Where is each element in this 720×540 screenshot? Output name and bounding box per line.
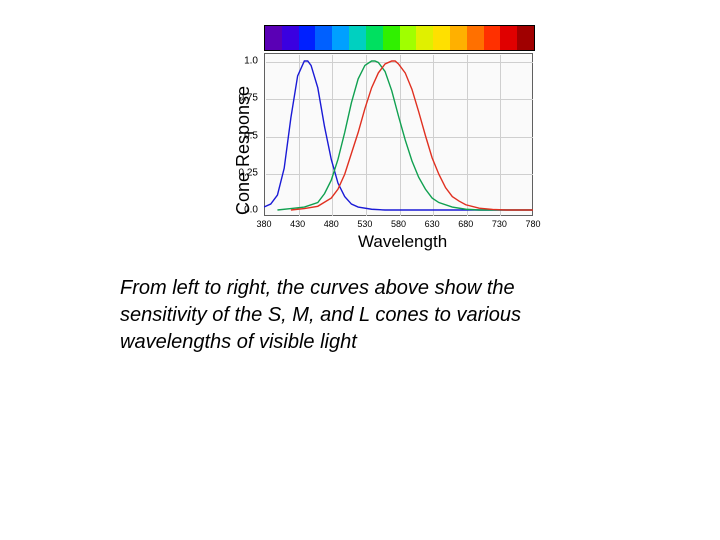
spectrum-band <box>265 26 282 50</box>
x-tick-label: 430 <box>290 219 305 229</box>
spectrum-band <box>500 26 517 50</box>
x-tick-label: 530 <box>357 219 372 229</box>
y-tick-label: 0.5 <box>218 130 258 141</box>
x-tick-label: 380 <box>256 219 271 229</box>
spectrum-band <box>282 26 299 50</box>
y-tick-label: 0.25 <box>218 167 258 178</box>
spectrum-band <box>349 26 366 50</box>
spectrum-band <box>332 26 349 50</box>
cone-response-chart: 0.00.250.50.751.038043048053058063068073… <box>233 25 533 250</box>
spectrum-band <box>517 26 534 50</box>
spectrum-band <box>400 26 417 50</box>
y-tick-label: 0.75 <box>218 93 258 104</box>
y-tick-label: 1.0 <box>218 56 258 67</box>
x-tick-label: 480 <box>324 219 339 229</box>
x-tick-label: 580 <box>391 219 406 229</box>
spectrum-band <box>416 26 433 50</box>
spectrum-band <box>315 26 332 50</box>
x-tick-label: 780 <box>525 219 540 229</box>
spectrum-band <box>383 26 400 50</box>
series-S <box>264 61 533 210</box>
figure-caption: From left to right, the curves above sho… <box>120 275 575 356</box>
x-tick-label: 680 <box>458 219 473 229</box>
plot-canvas <box>264 53 533 216</box>
page: Cone Response Wavelength 0.00.250.50.751… <box>0 0 720 540</box>
y-tick-label: 0.0 <box>218 205 258 216</box>
x-tick-label: 630 <box>425 219 440 229</box>
spectrum-band <box>299 26 316 50</box>
visible-spectrum-bar <box>264 25 535 51</box>
spectrum-band <box>450 26 467 50</box>
spectrum-band <box>467 26 484 50</box>
spectrum-band <box>484 26 501 50</box>
spectrum-band <box>433 26 450 50</box>
spectrum-band <box>366 26 383 50</box>
x-tick-label: 730 <box>492 219 507 229</box>
